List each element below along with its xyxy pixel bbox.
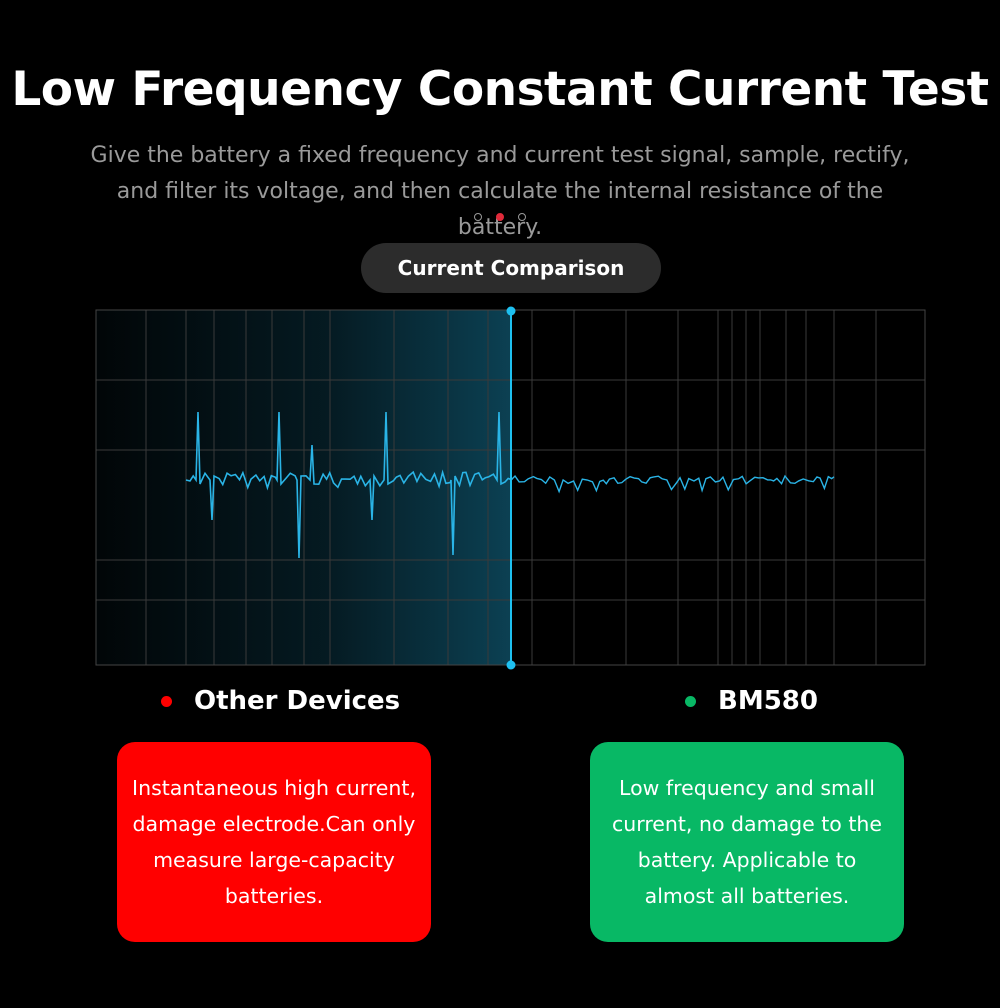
legend-bm580: BM580 bbox=[685, 686, 818, 716]
legend-label-other-devices: Other Devices bbox=[194, 686, 401, 716]
legend-label-bm580: BM580 bbox=[718, 686, 818, 716]
scan-cursor-top-handle bbox=[506, 306, 516, 316]
chart-grid bbox=[96, 310, 925, 665]
pagination-dot-2-active[interactable] bbox=[496, 213, 504, 221]
current-comparison-pill: Current Comparison bbox=[361, 243, 661, 293]
page-title: Low Frequency Constant Current Test bbox=[11, 62, 989, 117]
waveform-comparison-chart bbox=[95, 306, 926, 670]
other-devices-description: Instantaneous high current, damage elect… bbox=[132, 776, 416, 908]
legend-other-devices: Other Devices bbox=[161, 686, 400, 716]
waveform-other-devices bbox=[185, 411, 513, 559]
pagination-dot-3[interactable] bbox=[518, 213, 526, 221]
pagination-dot-1[interactable] bbox=[474, 213, 482, 221]
scan-cursor-bottom-handle bbox=[506, 660, 516, 670]
other-devices-card: Instantaneous high current, damage elect… bbox=[117, 742, 431, 942]
current-comparison-label: Current Comparison bbox=[397, 256, 625, 280]
bm580-card: Low frequency and small current, no dama… bbox=[590, 742, 904, 942]
bm580-description: Low frequency and small current, no dama… bbox=[611, 776, 883, 908]
waveform-bm580 bbox=[510, 474, 835, 494]
page-subtitle: Give the battery a fixed frequency and c… bbox=[90, 143, 910, 240]
pagination-dots bbox=[0, 213, 1000, 221]
legend-dot-red bbox=[161, 695, 172, 707]
legend-dot-green bbox=[685, 695, 696, 707]
